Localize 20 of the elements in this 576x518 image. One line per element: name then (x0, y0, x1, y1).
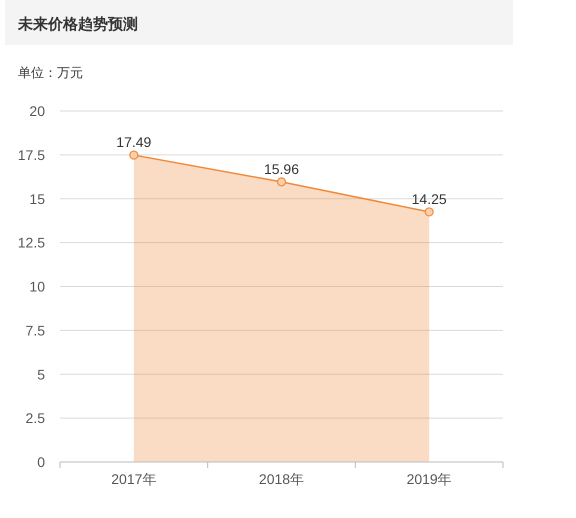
y-tick-label: 15 (29, 190, 46, 207)
y-tick-label: 2.5 (26, 410, 46, 426)
y-tick-label: 7.5 (26, 322, 46, 338)
point (276, 177, 286, 186)
chart-title: 未来价格趋势预测 (17, 16, 138, 33)
point (424, 207, 434, 217)
data-label: 14.25 (412, 190, 447, 207)
data-label: 17.49 (116, 134, 152, 150)
x-tick-label: 2018年 (258, 471, 304, 487)
y-tick-label: 10 (29, 278, 46, 294)
y-axis-title: 单位：万元 (18, 65, 83, 80)
x-tick-label: 2019年 (406, 471, 452, 487)
y-tick-label: 0 (37, 454, 46, 470)
y-tick-label: 20 (29, 103, 46, 119)
y-tick-label: 12.5 (18, 234, 46, 251)
y-tick-label: 17.5 (18, 146, 46, 163)
point (129, 150, 138, 160)
data-label: 15.96 (264, 160, 300, 177)
x-tick-label: 2017年 (111, 471, 156, 487)
y-tick-label: 5 (37, 366, 46, 382)
